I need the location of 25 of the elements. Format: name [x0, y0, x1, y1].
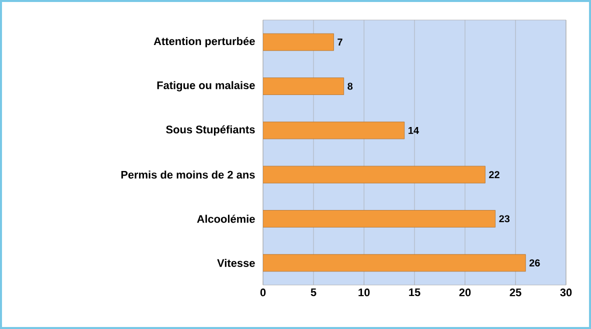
x-tick-label: 5: [310, 288, 316, 296]
x-tick-label: 25: [510, 288, 522, 296]
bar: [263, 254, 526, 272]
x-tick-label: 30: [560, 288, 572, 296]
data-label: 14: [408, 126, 419, 134]
y-tick-label: Sous Stupéfiants: [166, 125, 255, 136]
data-label: 23: [499, 215, 510, 222]
data-label: 7: [338, 38, 342, 46]
y-tick-label: Vitesse: [217, 258, 255, 267]
y-tick-label: Fatigue ou malaise: [157, 81, 255, 92]
y-tick-label: Permis de moins de 2 ans: [121, 170, 255, 179]
bar: [263, 33, 334, 51]
y-tick-label: Attention perturbée: [154, 36, 255, 48]
bar: [263, 78, 344, 95]
data-label: 26: [529, 259, 540, 266]
x-tick-label: 0: [260, 288, 266, 296]
bar: [263, 166, 486, 184]
bar: [263, 122, 405, 140]
bar: [263, 210, 496, 228]
x-tick-label: 15: [409, 288, 420, 296]
data-label: 8: [348, 82, 353, 90]
data-label: 22: [489, 171, 500, 178]
y-tick-label: Alcoolémie: [197, 214, 255, 223]
x-tick-label: 20: [459, 288, 471, 296]
x-tick-label: 10: [358, 288, 370, 296]
